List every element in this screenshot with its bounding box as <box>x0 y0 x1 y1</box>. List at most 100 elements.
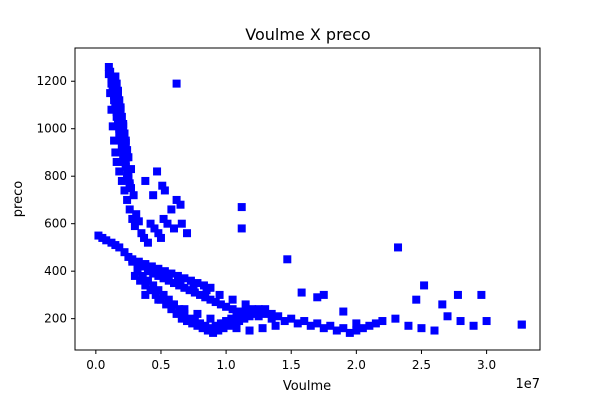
data-point <box>177 219 186 228</box>
data-point <box>438 300 447 309</box>
data-point <box>154 295 163 304</box>
data-point <box>261 305 270 314</box>
data-point <box>123 195 132 204</box>
data-point <box>120 248 129 257</box>
data-point <box>228 295 237 304</box>
data-point <box>167 205 176 214</box>
data-point <box>159 290 168 299</box>
data-point <box>352 326 361 335</box>
data-point <box>130 222 139 231</box>
data-point <box>206 283 215 292</box>
data-point <box>108 122 117 131</box>
data-point <box>287 314 296 323</box>
data-point <box>154 229 163 238</box>
data-point <box>339 307 348 316</box>
data-point <box>110 136 119 145</box>
data-point <box>209 328 218 337</box>
data-point <box>172 79 181 88</box>
data-point <box>156 233 165 242</box>
data-point <box>127 184 136 193</box>
data-point <box>237 309 246 318</box>
data-point <box>146 219 155 228</box>
data-point <box>124 172 133 181</box>
data-point <box>339 324 348 333</box>
data-point <box>169 279 178 288</box>
data-point <box>136 276 145 285</box>
data-point <box>206 324 215 333</box>
data-point <box>293 319 302 328</box>
data-point <box>154 264 163 273</box>
y-tick-label: 800 <box>44 169 67 183</box>
data-point <box>517 320 526 329</box>
data-point <box>258 324 267 333</box>
data-point <box>201 293 210 302</box>
data-point <box>352 319 361 328</box>
data-point <box>111 148 120 157</box>
x-tick-label: 1.0 <box>217 358 236 372</box>
data-point <box>141 260 150 269</box>
data-point <box>115 167 124 176</box>
data-point <box>133 267 142 276</box>
data-point <box>120 186 129 195</box>
data-point <box>164 295 173 304</box>
data-point <box>125 179 134 188</box>
data-point <box>158 181 167 190</box>
data-point <box>417 324 426 333</box>
data-point <box>211 298 220 307</box>
data-point <box>149 281 158 290</box>
data-point <box>175 305 184 314</box>
data-point <box>141 176 150 185</box>
data-point <box>128 214 137 223</box>
data-point <box>332 326 341 335</box>
data-point <box>404 321 413 330</box>
data-point <box>134 257 143 266</box>
data-point <box>477 290 486 299</box>
data-point <box>107 105 116 114</box>
data-point <box>129 191 138 200</box>
data-point <box>216 300 225 309</box>
x-tick-label: 0.0 <box>86 358 105 372</box>
data-point <box>227 314 236 323</box>
y-tick-label: 600 <box>44 217 67 231</box>
data-point <box>113 86 122 95</box>
data-point <box>300 317 309 326</box>
data-point <box>254 305 263 314</box>
data-point <box>154 271 163 280</box>
data-point <box>319 290 328 299</box>
y-axis-label: preco <box>11 181 26 217</box>
data-point <box>115 96 124 105</box>
data-point <box>172 195 181 204</box>
y-tick-label: 1000 <box>36 122 67 136</box>
data-point <box>185 314 194 323</box>
data-point <box>224 321 233 330</box>
data-point <box>138 271 147 280</box>
data-point <box>159 214 168 223</box>
data-point <box>112 79 121 88</box>
data-point <box>469 321 478 330</box>
data-point <box>430 326 439 335</box>
data-point <box>190 288 199 297</box>
data-point <box>130 271 139 280</box>
data-point <box>173 271 182 280</box>
data-point <box>391 314 400 323</box>
data-point <box>102 236 111 245</box>
data-point <box>211 321 220 330</box>
y-tick-label: 1200 <box>36 74 67 88</box>
chart-title: Voulme X preco <box>245 25 370 44</box>
data-point <box>237 224 246 233</box>
data-point <box>172 309 181 318</box>
data-point <box>242 307 251 316</box>
data-point <box>358 324 367 333</box>
data-point <box>412 295 421 304</box>
data-point <box>120 129 129 138</box>
data-point <box>132 210 141 219</box>
data-point <box>163 219 172 228</box>
data-point <box>180 283 189 292</box>
data-point <box>180 305 189 314</box>
data-point <box>456 317 465 326</box>
data-point <box>201 321 210 330</box>
data-point <box>104 62 113 71</box>
data-point <box>116 103 125 112</box>
